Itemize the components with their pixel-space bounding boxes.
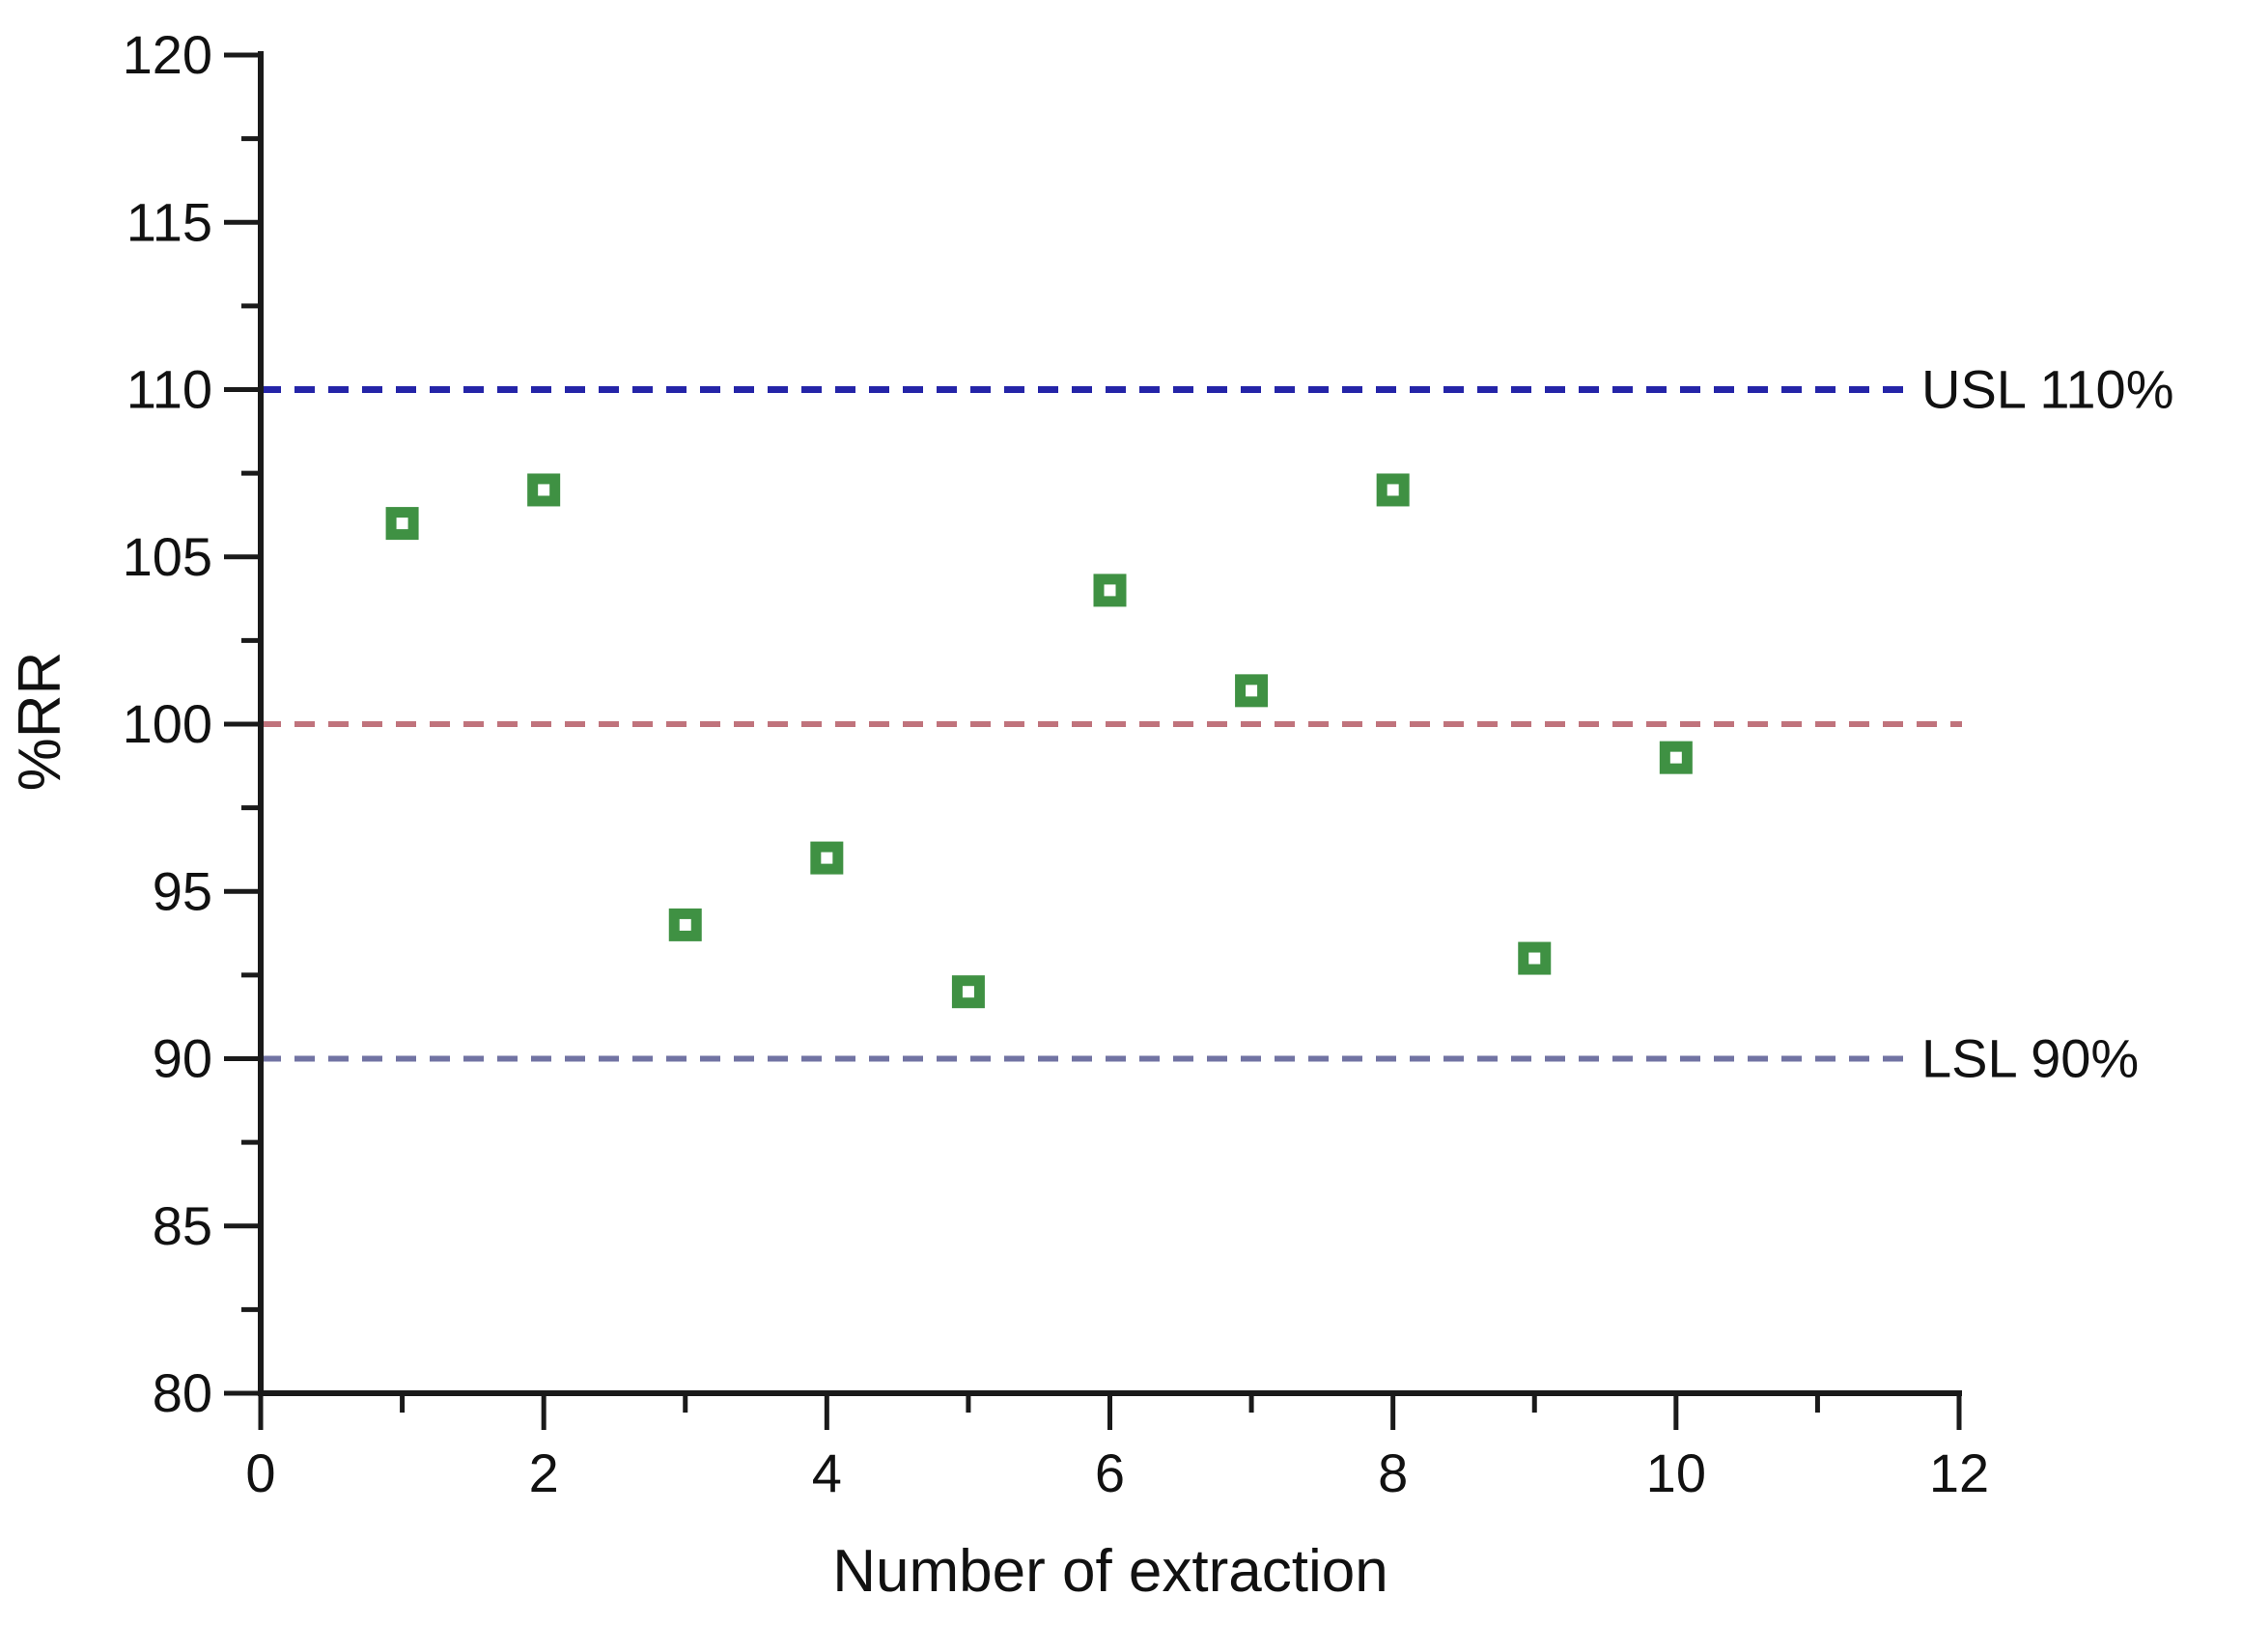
x-tick-label: 10	[1646, 1442, 1706, 1503]
data-point	[1376, 473, 1410, 507]
data-point	[385, 507, 419, 541]
y-tick-label: 105	[123, 526, 212, 587]
data-point	[527, 473, 561, 507]
y-tick-label: 95	[153, 860, 212, 921]
y-tick-label: 110	[126, 359, 212, 420]
data-points-layer	[385, 473, 1693, 1009]
y-tick-label: 115	[126, 191, 212, 252]
x-tick-label: 4	[812, 1442, 842, 1503]
axes-layer: 80 85 90 95 100 105 110 115 120 0 2 4 6 8 10 12	[123, 24, 1990, 1503]
x-tick-label: 8	[1378, 1442, 1408, 1503]
y-tick-label: 120	[123, 24, 212, 85]
data-point	[668, 908, 702, 941]
spec-limit-label: LSL 90%	[1921, 1028, 2139, 1089]
x-tick-label: 12	[1929, 1442, 1989, 1503]
reference-lines-layer: USL 110% LSL 90%	[261, 359, 2174, 1089]
y-tick-label: 100	[123, 693, 212, 754]
x-tick-label: 2	[529, 1442, 559, 1503]
data-point	[1235, 674, 1269, 708]
data-point	[810, 841, 844, 875]
x-tick-label: 6	[1095, 1442, 1125, 1503]
y-tick-label: 85	[153, 1195, 212, 1256]
y-tick-label: 80	[153, 1362, 212, 1423]
data-point	[1659, 741, 1693, 774]
y-axis-title: %RR	[7, 652, 73, 792]
data-point	[1093, 574, 1127, 607]
data-point	[1518, 941, 1552, 975]
spec-limit-label: USL 110%	[1921, 359, 2174, 420]
x-tick-label: 0	[245, 1442, 275, 1503]
y-tick-label: 90	[153, 1028, 212, 1089]
x-axis-title: Number of extraction	[832, 1538, 1387, 1605]
data-point	[951, 975, 985, 1009]
